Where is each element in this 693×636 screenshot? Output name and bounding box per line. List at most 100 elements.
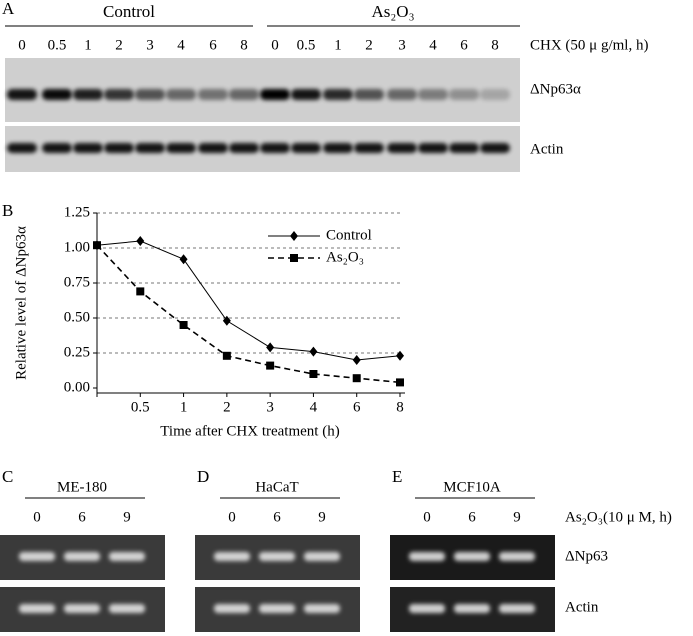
- point: [222, 315, 231, 326]
- band: [449, 89, 479, 100]
- row-label: Actin: [565, 599, 599, 615]
- x-tick-label: 0.5: [131, 399, 150, 415]
- band: [259, 552, 295, 561]
- band: [291, 143, 321, 153]
- lane-label: 0.5: [297, 37, 316, 53]
- band: [418, 89, 448, 100]
- lane-label: 0: [423, 509, 431, 525]
- lane-label: 6: [209, 37, 217, 53]
- band: [7, 89, 37, 100]
- band: [499, 552, 535, 561]
- band: [304, 552, 340, 561]
- band: [64, 604, 100, 613]
- band: [454, 604, 490, 613]
- band: [19, 604, 55, 613]
- x-tick-label: 8: [396, 399, 404, 415]
- lane-label: 3: [398, 37, 406, 53]
- point: [266, 342, 275, 353]
- band: [387, 89, 417, 100]
- band: [260, 143, 290, 153]
- point: [266, 361, 275, 370]
- band: [73, 143, 103, 153]
- band: [499, 604, 535, 613]
- band: [354, 89, 384, 100]
- row-label: ΔNp63: [565, 548, 608, 564]
- x-tick-label: 4: [310, 399, 318, 415]
- lane-label: 6: [460, 37, 468, 53]
- series-line: [96, 244, 401, 384]
- row-label: Actin: [530, 141, 564, 157]
- lane-label: 0: [33, 509, 41, 525]
- lane-label: 1: [334, 37, 342, 53]
- point: [136, 236, 145, 246]
- lane-label: 9: [318, 509, 326, 525]
- y-tick-label: 1.25: [64, 204, 90, 220]
- lane-label: 8: [240, 37, 248, 53]
- cell-line-label: ME-180: [57, 479, 107, 495]
- row-label: ΔNp63α: [530, 81, 581, 97]
- band: [229, 143, 259, 153]
- group-label: As₂O₃: [371, 2, 414, 21]
- band: [291, 89, 321, 100]
- panel-letter: B: [2, 201, 13, 220]
- panel-letter: E: [392, 467, 402, 486]
- lane-label: 0: [271, 37, 279, 53]
- point: [290, 231, 298, 241]
- y-tick-label: 0.00: [64, 379, 90, 395]
- y-axis-label: Relative level of ΔNp63α: [13, 226, 29, 380]
- band: [260, 89, 290, 100]
- band: [259, 604, 295, 613]
- band: [166, 89, 196, 100]
- lane-label: 1: [84, 37, 92, 53]
- band: [7, 143, 37, 153]
- band: [42, 89, 72, 100]
- point: [179, 254, 188, 265]
- band: [135, 143, 165, 153]
- band: [454, 552, 490, 561]
- x-tick-label: 1: [180, 399, 188, 415]
- y-tick-label: 1.00: [64, 239, 90, 255]
- point: [93, 241, 101, 250]
- band: [104, 89, 134, 100]
- band: [387, 143, 417, 153]
- lane-label: 4: [429, 37, 437, 53]
- y-tick-label: 0.75: [64, 274, 90, 290]
- x-axis-label: Time after CHX treatment (h): [160, 423, 339, 439]
- band: [480, 89, 510, 100]
- lane-label: 9: [123, 509, 131, 525]
- lane-label: 2: [115, 37, 123, 53]
- lane-label: 9: [513, 509, 521, 525]
- band: [109, 552, 145, 561]
- band: [42, 143, 72, 153]
- y-tick-label: 0.50: [64, 309, 90, 325]
- band: [198, 89, 228, 100]
- band: [323, 89, 353, 100]
- band: [480, 143, 510, 153]
- cell-line-label: MCF10A: [443, 479, 501, 495]
- lane-label: 4: [177, 37, 185, 53]
- lane-label: 2: [365, 37, 373, 53]
- panel-letter: C: [2, 467, 13, 486]
- band: [64, 552, 100, 561]
- band: [109, 604, 145, 613]
- point: [396, 378, 404, 387]
- band: [73, 89, 103, 100]
- lane-label: 6: [273, 509, 281, 525]
- lane-label: 0: [18, 37, 26, 53]
- lane-label: 0.5: [48, 37, 67, 53]
- point: [396, 350, 404, 361]
- point: [352, 374, 361, 383]
- legend-label: Control: [326, 227, 372, 243]
- point: [290, 254, 298, 262]
- band: [409, 604, 445, 613]
- point: [309, 346, 318, 357]
- x-tick-label: 2: [223, 399, 231, 415]
- point: [222, 351, 231, 360]
- band: [135, 89, 165, 100]
- point: [309, 370, 318, 378]
- band: [229, 89, 259, 100]
- group-label: Control: [103, 2, 155, 21]
- legend-label: As₂O₃: [326, 249, 364, 265]
- lane-label: 8: [491, 37, 499, 53]
